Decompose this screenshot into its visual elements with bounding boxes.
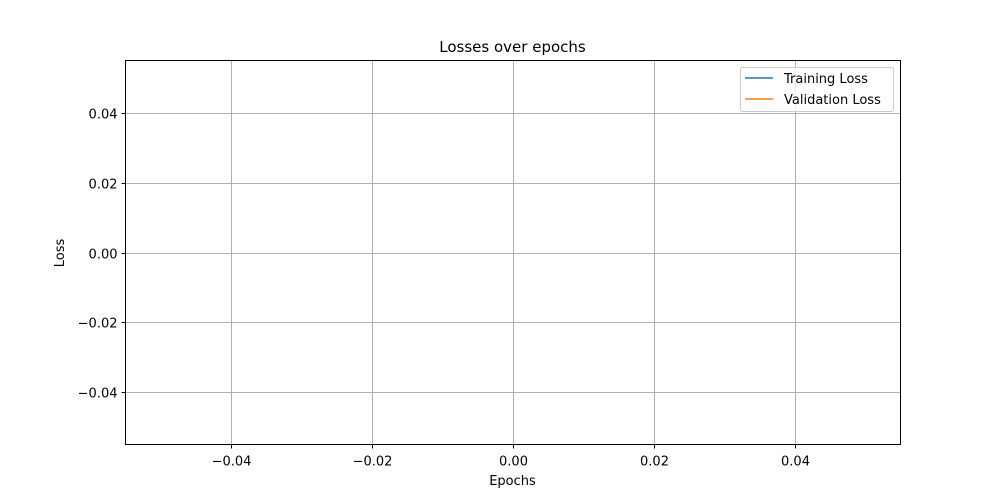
- y-tick-label-minus-0-04: −0.04: [78, 387, 118, 402]
- legend-label-validation-loss: Validation Loss: [784, 93, 881, 108]
- x-axis-ticks: −0.04 −0.02 0.00 0.02 0.04: [212, 444, 810, 470]
- x-axis-label: Epochs: [489, 474, 536, 489]
- y-axis-ticks: 0.04 0.02 0.00 −0.02 −0.04: [78, 108, 126, 402]
- grid: [125, 60, 901, 445]
- x-tick-label-minus-0-02: −0.02: [353, 455, 393, 470]
- legend: Training Loss Validation Loss: [740, 67, 894, 112]
- y-tick-label-0-04: 0.04: [89, 108, 118, 123]
- y-tick-label-0-02: 0.02: [89, 178, 118, 193]
- legend-label-training-loss: Training Loss: [783, 72, 868, 87]
- x-tick-label-0-02: 0.02: [640, 455, 669, 470]
- y-tick-label-minus-0-02: −0.02: [78, 317, 118, 332]
- x-tick-label-0-00: 0.00: [499, 455, 528, 470]
- x-tick-label-minus-0-04: −0.04: [212, 455, 252, 470]
- y-axis-label: Loss: [53, 239, 68, 268]
- x-tick-label-0-04: 0.04: [781, 455, 810, 470]
- chart-title: Losses over epochs: [439, 38, 586, 56]
- y-tick-label-0-00: 0.00: [89, 248, 118, 263]
- legend-box: [740, 67, 894, 112]
